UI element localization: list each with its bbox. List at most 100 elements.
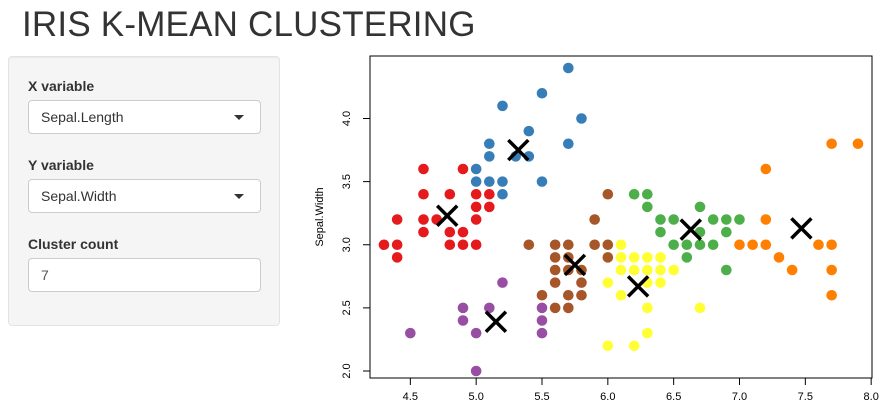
- data-point: [721, 264, 732, 276]
- data-point: [536, 302, 548, 314]
- data-point: [602, 239, 614, 251]
- data-point: [457, 302, 469, 314]
- data-point: [852, 138, 864, 150]
- sidebar-panel: X variable Sepal.Length Y variable Sepal…: [8, 56, 280, 326]
- data-point: [668, 264, 679, 276]
- data-point: [470, 188, 482, 200]
- data-point: [694, 201, 706, 213]
- data-point: [589, 214, 600, 225]
- data-point: [721, 214, 732, 225]
- data-point: [536, 176, 548, 187]
- cluster-center-marker: [563, 253, 587, 277]
- data-point: [576, 289, 587, 301]
- data-point: [615, 289, 627, 301]
- data-point: [826, 138, 837, 150]
- data-point: [470, 163, 482, 175]
- data-point: [681, 239, 693, 251]
- cluster-count-input[interactable]: 7: [28, 258, 261, 292]
- data-point: [418, 226, 429, 238]
- data-point: [444, 226, 456, 238]
- data-point: [457, 239, 469, 251]
- data-point: [760, 214, 772, 225]
- data-point: [457, 315, 469, 326]
- data-point: [642, 252, 653, 263]
- data-point: [602, 252, 614, 263]
- x-variable-value: Sepal.Length: [41, 109, 124, 125]
- data-point: [391, 214, 403, 225]
- data-point: [655, 277, 666, 288]
- data-point: [642, 302, 653, 314]
- data-point: [628, 264, 640, 276]
- data-point: [444, 188, 456, 200]
- data-point: [655, 264, 666, 276]
- cluster-count-value: 7: [41, 267, 49, 283]
- data-point: [642, 201, 653, 213]
- data-point: [786, 264, 798, 276]
- data-point: [418, 163, 429, 175]
- data-point: [655, 226, 666, 238]
- data-point: [549, 302, 561, 314]
- data-point: [391, 239, 403, 251]
- data-point: [681, 252, 693, 263]
- y-axis: 2.0 2.5 3.0 3.5 4.0: [341, 111, 371, 379]
- x-tick-label: 7.5: [798, 391, 813, 403]
- data-point: [470, 214, 482, 225]
- data-point: [642, 264, 653, 276]
- data-point: [497, 188, 508, 200]
- data-point: [549, 277, 561, 288]
- data-point: [497, 100, 508, 112]
- data-point: [734, 214, 745, 225]
- data-point: [470, 365, 482, 377]
- data-point: [602, 340, 614, 352]
- data-point: [563, 302, 574, 314]
- data-point: [405, 327, 416, 339]
- data-point: [694, 239, 706, 251]
- data-point: [536, 315, 548, 326]
- cluster-center-marker: [626, 275, 650, 298]
- data-point: [642, 188, 653, 200]
- data-point: [760, 239, 772, 251]
- data-point: [747, 239, 758, 251]
- x-variable-label: X variable: [28, 78, 95, 94]
- data-point: [773, 252, 785, 263]
- x-tick-label: 5.5: [534, 391, 549, 403]
- cluster-center-marker: [435, 204, 459, 227]
- y-variable-value: Sepal.Width: [41, 188, 117, 204]
- data-point: [536, 87, 548, 99]
- data-point: [721, 226, 732, 238]
- data-point: [826, 239, 837, 251]
- data-point: [602, 277, 614, 288]
- data-point: [563, 62, 574, 74]
- data-point: [536, 289, 548, 301]
- data-point: [707, 214, 719, 225]
- y-variable-select[interactable]: Sepal.Width: [28, 179, 261, 213]
- data-point: [457, 163, 469, 175]
- data-point: [549, 264, 561, 276]
- data-point: [694, 302, 706, 314]
- x-axis: 4.5 5.0 5.5 6.0 6.5 7.0 7.5 8.0: [403, 377, 879, 403]
- data-points: [378, 62, 864, 377]
- x-tick-label: 6.5: [666, 391, 681, 403]
- data-point: [615, 264, 627, 276]
- x-tick-label: 5.0: [469, 391, 484, 403]
- x-variable-select[interactable]: Sepal.Length: [28, 100, 261, 134]
- y-axis-label: Sepal.Width: [314, 187, 326, 246]
- data-point: [484, 138, 495, 150]
- data-point: [563, 239, 574, 251]
- data-point: [655, 252, 666, 263]
- data-point: [813, 239, 824, 251]
- data-point: [457, 226, 469, 238]
- data-point: [484, 201, 495, 213]
- data-point: [628, 188, 640, 200]
- data-point: [523, 239, 535, 251]
- data-point: [470, 176, 482, 187]
- data-point: [444, 239, 456, 251]
- data-point: [668, 239, 679, 251]
- data-point: [707, 239, 719, 251]
- y-tick-label: 3.5: [341, 174, 353, 189]
- data-point: [563, 138, 574, 150]
- chevron-down-icon: [234, 194, 244, 199]
- data-point: [497, 176, 508, 187]
- data-point: [418, 214, 429, 225]
- data-point: [760, 163, 772, 175]
